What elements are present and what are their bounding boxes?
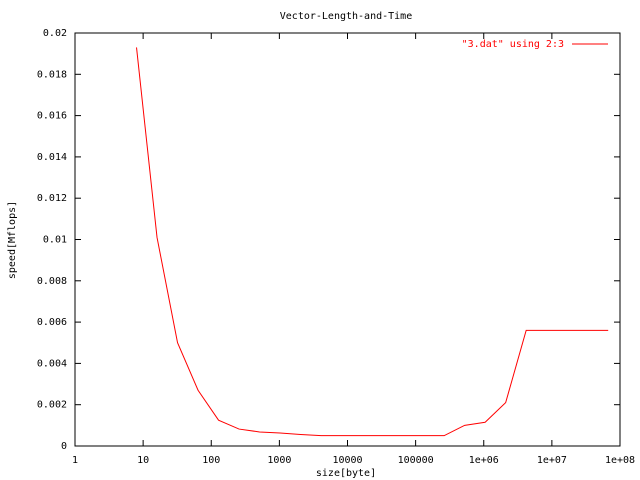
x-axis-label: size[byte]	[316, 468, 376, 479]
y-tick-label: 0.01	[43, 235, 67, 246]
series-line	[136, 47, 609, 437]
y-tick-label: 0.004	[37, 358, 67, 369]
x-tick-label: 10000	[332, 455, 362, 466]
x-tick-label: 100000	[398, 455, 434, 466]
y-tick-label: 0.014	[37, 152, 67, 163]
y-tick-label: 0.006	[37, 317, 67, 328]
x-tick-label: 1e+06	[469, 455, 499, 466]
x-tick-label: 1e+08	[605, 455, 635, 466]
legend-label: "3.dat" using 2:3	[462, 39, 564, 50]
x-tick-label: 10	[137, 455, 149, 466]
y-tick-label: 0.008	[37, 276, 67, 287]
y-tick-label: 0.018	[37, 69, 67, 80]
x-tick-label: 1000	[267, 455, 291, 466]
chart-title: Vector-Length-and-Time	[280, 11, 412, 22]
y-axis-label: speed[Mflops]	[7, 201, 18, 279]
x-tick-label: 100	[202, 455, 220, 466]
y-tick-label: 0.016	[37, 111, 67, 122]
y-tick-label: 0	[61, 441, 67, 452]
y-tick-label: 0.02	[43, 28, 67, 39]
y-tick-label: 0.002	[37, 400, 67, 411]
y-tick-label: 0.012	[37, 193, 67, 204]
x-tick-label: 1e+07	[537, 455, 567, 466]
x-tick-label: 1	[72, 455, 78, 466]
